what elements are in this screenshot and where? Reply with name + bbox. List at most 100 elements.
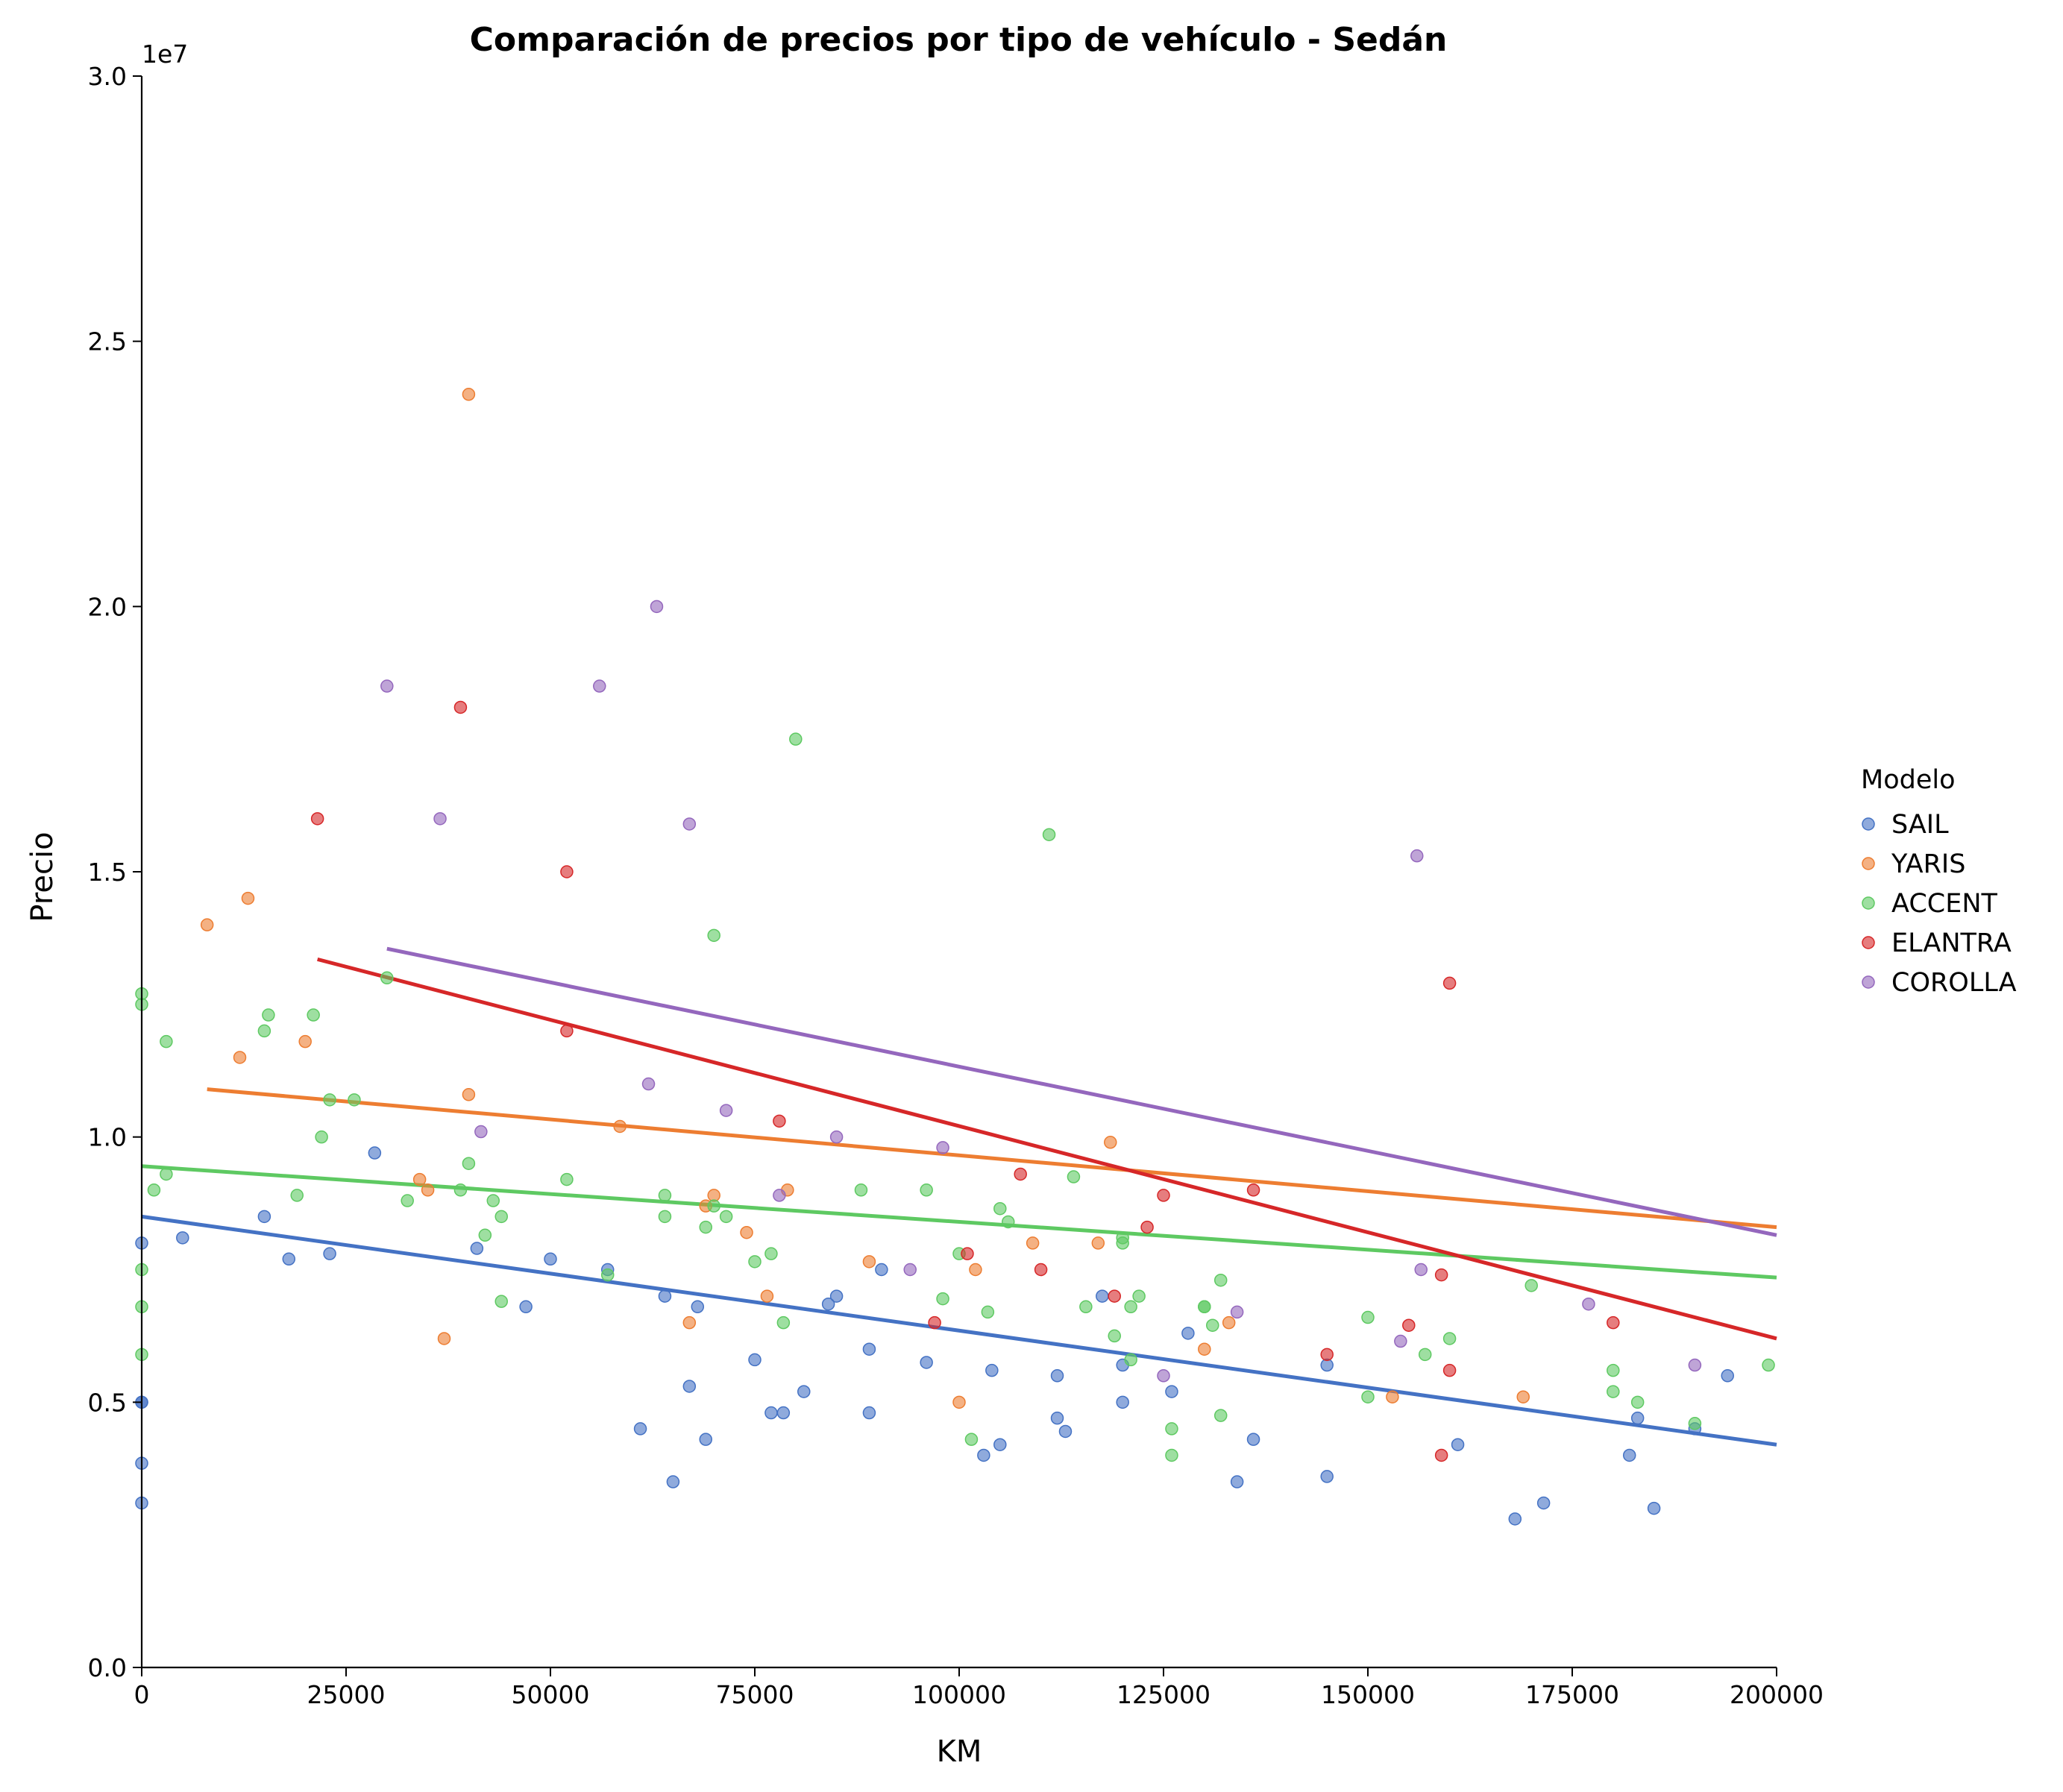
data-point-accent (1442, 1332, 1457, 1345)
data-point-sail (682, 1380, 697, 1393)
data-point-accent (262, 1008, 275, 1022)
data-point-accent (748, 1255, 762, 1268)
data-point-accent (462, 1157, 476, 1170)
data-point-accent (1361, 1310, 1375, 1324)
data-point-accent (1116, 1231, 1129, 1245)
data-point-accent (1607, 1363, 1620, 1377)
legend-label-yaris: YARIS (1891, 849, 1965, 879)
data-point-elantra (1434, 1268, 1448, 1282)
data-point-corolla (829, 1130, 844, 1144)
trend-line-sail (141, 1214, 1777, 1447)
data-point-accent (854, 1183, 868, 1197)
y-offset-text: 1e7 (142, 40, 188, 69)
data-point-accent (1607, 1385, 1620, 1398)
legend-title: Modelo (1861, 765, 1956, 795)
data-point-corolla (650, 600, 664, 614)
data-point-corolla (719, 1104, 733, 1117)
data-point-yaris (1222, 1315, 1236, 1330)
data-point-accent (494, 1210, 508, 1224)
data-point-corolla (1230, 1305, 1244, 1319)
data-point-yaris (233, 1051, 247, 1064)
data-point-sail (985, 1363, 999, 1377)
data-point-sail (1721, 1369, 1734, 1383)
data-point-sail (323, 1247, 336, 1260)
data-point-sail (1116, 1395, 1129, 1409)
data-point-sail (1536, 1496, 1551, 1510)
x-tick-label: 200000 (1730, 1680, 1824, 1709)
x-tick-label: 25000 (307, 1680, 386, 1709)
data-point-elantra (310, 812, 324, 826)
data-point-accent (936, 1292, 949, 1306)
data-point-accent (1213, 1273, 1228, 1287)
data-point-sail (176, 1231, 189, 1245)
data-point-accent (1079, 1300, 1093, 1314)
data-point-accent (764, 1247, 778, 1260)
data-point-sail (862, 1342, 876, 1356)
trend-line-yaris (207, 1087, 1777, 1230)
data-point-yaris (1516, 1390, 1530, 1403)
legend-marker-elantra (1862, 936, 1875, 949)
data-point-accent (1630, 1395, 1645, 1409)
data-point-accent (348, 1093, 361, 1107)
data-point-sail (1096, 1289, 1109, 1303)
data-point-accent (707, 928, 720, 943)
data-point-sail (633, 1422, 647, 1436)
data-point-elantra (560, 1024, 574, 1038)
data-point-sail (1246, 1433, 1260, 1446)
x-tick-label: 125000 (1117, 1680, 1211, 1709)
data-point-accent (453, 1183, 468, 1197)
data-point-accent (920, 1183, 933, 1197)
data-point-yaris (1386, 1390, 1399, 1403)
trend-line-corolla (386, 946, 1777, 1237)
data-point-sail (1630, 1411, 1645, 1425)
data-point-yaris (740, 1225, 753, 1239)
legend: Modelo SAIL YARIS ACCENT ELANTRA COROLLA (1861, 765, 2017, 998)
legend-label-elantra: ELANTRA (1891, 928, 2012, 958)
x-tick-label: 75000 (716, 1680, 794, 1709)
y-tick-label: 0.5 (88, 1388, 127, 1417)
data-point-yaris (421, 1183, 435, 1197)
data-point-accent (1688, 1417, 1702, 1430)
data-point-yaris (613, 1119, 627, 1134)
data-point-sail (1320, 1470, 1334, 1483)
data-point-sail (829, 1289, 844, 1303)
data-point-corolla (380, 679, 394, 693)
data-point-yaris (241, 891, 255, 905)
data-point-sail (699, 1433, 712, 1446)
data-point-accent (160, 1167, 173, 1181)
data-point-yaris (462, 388, 476, 401)
chart-title: Comparación de precios por tipo de vehíc… (470, 21, 1448, 59)
data-point-sail (993, 1438, 1007, 1451)
data-point-sail (282, 1252, 296, 1266)
data-point-sail (920, 1356, 933, 1369)
data-point-accent (290, 1189, 304, 1202)
data-point-accent (1002, 1215, 1015, 1229)
data-point-accent (478, 1228, 492, 1242)
data-point-accent (315, 1130, 328, 1144)
data-point-accent (494, 1295, 508, 1308)
data-point-corolla (433, 812, 447, 826)
data-point-sail (776, 1406, 791, 1420)
data-point-sail (368, 1146, 382, 1160)
data-point-sail (797, 1385, 811, 1398)
data-point-sail (666, 1475, 680, 1488)
data-point-sail (1508, 1512, 1522, 1526)
data-point-accent (1418, 1348, 1432, 1362)
data-point-accent (1132, 1289, 1146, 1303)
data-point-elantra (1442, 976, 1457, 990)
data-point-yaris (437, 1332, 451, 1345)
data-point-sail (1058, 1424, 1073, 1439)
data-point-sail (470, 1242, 484, 1255)
data-point-accent (699, 1220, 712, 1234)
data-point-yaris (862, 1255, 876, 1268)
y-tick-label: 0.0 (88, 1653, 127, 1682)
data-point-accent (789, 732, 803, 746)
x-axis-label: KM (937, 1735, 982, 1769)
data-point-accent (1762, 1358, 1775, 1372)
data-point-sail (1622, 1448, 1636, 1462)
data-point-sail (1647, 1501, 1661, 1515)
data-point-yaris (200, 918, 214, 931)
data-point-accent (1124, 1300, 1137, 1314)
legend-marker-yaris (1862, 857, 1875, 870)
data-point-accent (1124, 1353, 1137, 1367)
